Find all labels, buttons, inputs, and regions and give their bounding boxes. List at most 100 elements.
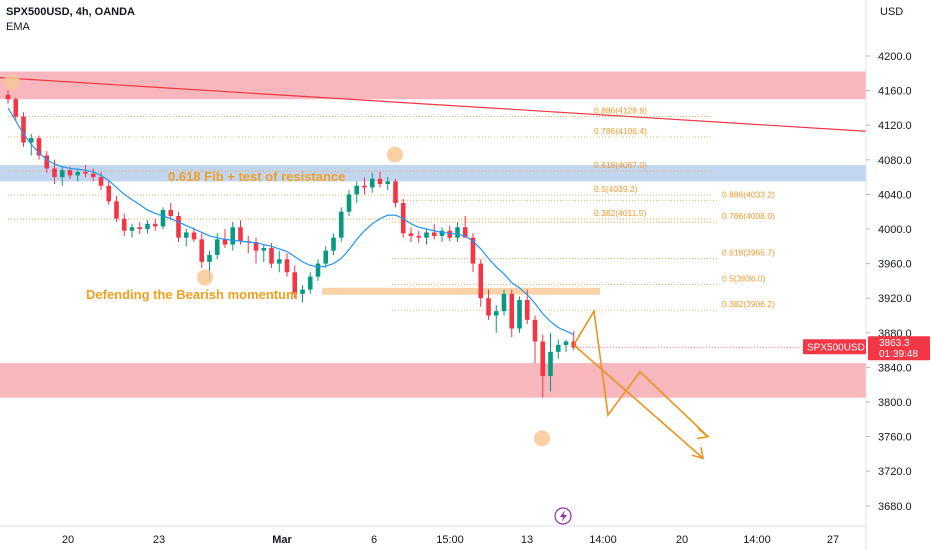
fib-resistance-zone [0,164,866,182]
candle-body [323,250,329,264]
support-zone [0,363,866,398]
fib-2-label: 0.382(3906.2) [722,299,775,309]
candle-body [292,272,298,294]
candle-body [478,263,484,299]
candle-body [261,248,267,251]
price-tag-countdown: 01:39:48 [879,349,918,360]
candle-body [455,227,460,238]
time-tick-label: 15:00 [436,534,464,546]
candle-body [470,237,476,264]
time-tick-label: 14:00 [743,534,771,546]
projected-path-1 [573,308,709,438]
candle-body [253,241,259,251]
symbol-tag-bg [803,339,866,355]
candles-layer [5,90,577,398]
price-tick-label: 4040.0 [878,189,912,201]
candle-body [269,248,274,264]
time-tick-label: 27 [827,534,839,546]
time-tick-label: 23 [153,534,165,546]
candle-body [509,293,515,329]
time-tick-label: 20 [62,534,74,546]
candle-body [416,235,422,238]
time-tick-label: 14:00 [589,534,617,546]
candle-body [121,218,127,231]
fib-2-label: 0.886(4033.2) [722,189,775,199]
candle-body [447,230,453,238]
symbol-tag-label: SPX500USD [807,343,865,354]
fib-2-label: 0.618(3965.7) [722,248,775,258]
highlight-circle [387,146,403,163]
candle-body [222,239,228,245]
candle-body [548,351,553,377]
candle-body [114,201,119,219]
candle-body [98,177,104,186]
projected-path-2 [573,344,704,459]
candle-body [346,194,352,212]
time-tick-label: 13 [521,534,533,546]
candle-body [75,171,81,176]
candle-body [199,239,205,262]
annotation-fib-test: 0.618 Fib + test of resistance [168,169,345,184]
candle-body [338,211,344,238]
price-tick-label: 4000.0 [878,224,912,236]
fib-1-label: 0.5(4039.2) [594,184,638,194]
price-axis: 3680.03720.03760.03800.03840.03880.03920… [866,51,912,513]
candle-body [129,227,135,231]
candle-body [83,171,88,174]
ema-line [7,107,574,336]
candle-body [424,232,429,238]
price-tick-label: 3920.0 [878,293,912,305]
candle-body [238,227,243,242]
price-axis-unit: USD [880,6,904,18]
candle-body [276,259,282,264]
candle-body [501,293,507,312]
candle-body [160,209,166,227]
fib-layer: 0.886(4129.9) 0.786(4106.4) 0.618(4067.0) 0… [8,106,775,311]
time-axis: 20 23 Mar 6 15:00 13 14:00 20 14:00 27 [62,507,839,546]
candle-body [439,230,445,236]
candle-body [369,178,375,188]
candle-body [13,99,19,117]
price-tick-label: 4160.0 [878,86,912,98]
price-tick-label: 3960.0 [878,259,912,271]
flash-icon[interactable] [554,507,572,525]
price-tick-label: 4120.0 [878,120,912,132]
candle-body [207,254,212,262]
candle-body [300,289,305,294]
candle-body [408,233,414,236]
indicator-label[interactable]: EMA [6,21,30,33]
zones-layer [0,71,867,398]
candle-body [59,170,65,178]
price-tick-label: 4200.0 [878,51,912,63]
candle-body [168,209,174,217]
projected-arrowhead-2 [691,447,705,460]
last-price-tag: SPX500USD 3863.301:39:48 [573,336,930,361]
candle-body [385,181,391,185]
candle-body [431,232,437,236]
candle-body [36,138,42,156]
price-tick-label: 3840.0 [878,362,912,374]
candle-body [462,227,468,238]
candle-body [191,232,197,240]
candle-body [5,94,11,100]
candle-body [377,178,383,185]
candle-body [176,216,181,238]
candle-body [90,173,96,178]
fib-1-label: 0.886(4129.9) [594,106,647,116]
top-resistance-zone [0,71,866,100]
price-tick-label: 4080.0 [878,155,912,167]
candle-body [486,298,491,316]
candle-body [21,116,26,143]
candle-body [493,311,499,316]
candle-body [393,181,398,204]
candle-body [214,239,220,255]
price-tick-label: 3760.0 [878,432,912,444]
price-tick-label: 3680.0 [878,501,912,513]
price-tag-value: 3863.3 [879,338,910,349]
projected-arrowhead-1 [696,427,710,440]
overlay-layer: 0.618 Fib + test of resistance Defending … [4,73,710,460]
descending-resistance-line [0,77,867,132]
bearish-defense-zone [322,287,600,295]
candle-body [284,259,290,273]
